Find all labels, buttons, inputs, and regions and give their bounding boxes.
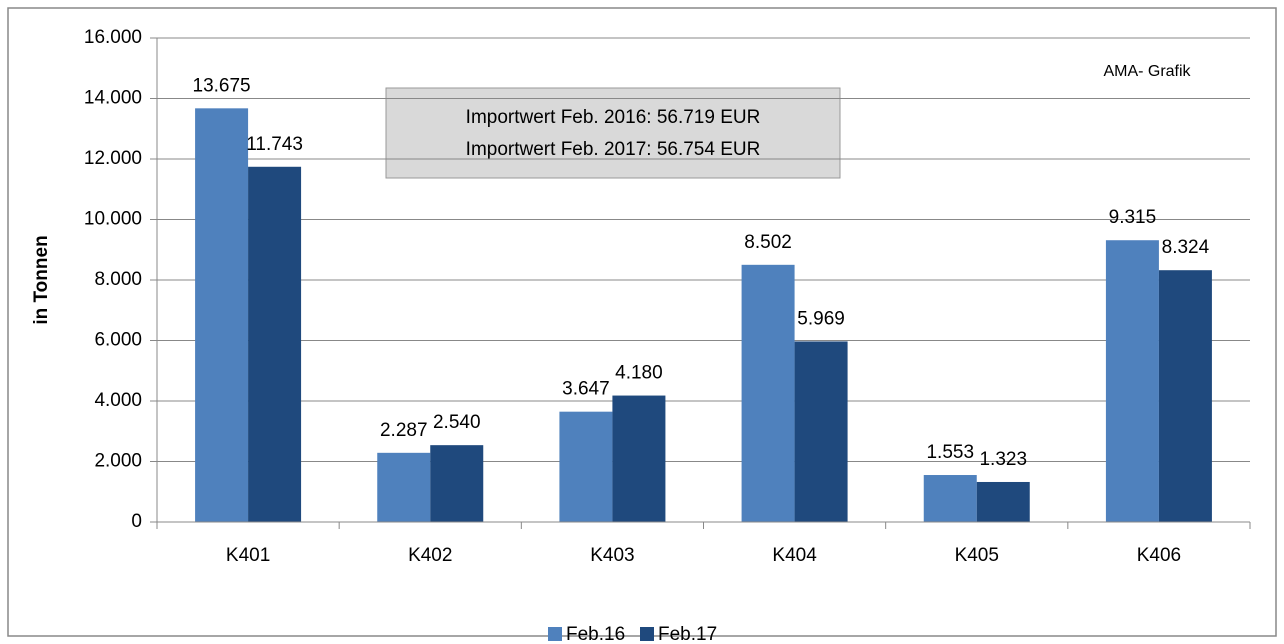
data-label: 5.969 [797,308,845,329]
y-tick-label: 0 [131,511,142,532]
data-label: 3.647 [562,379,610,400]
bar [1158,270,1212,522]
x-tick-label: K406 [1137,545,1181,566]
data-label: 4.180 [615,363,663,384]
annotation: Importwert Feb. 2017: 56.754 EUR [466,139,761,160]
bar [195,108,249,523]
legend-label: Feb.17 [658,624,717,644]
bar [923,475,977,522]
y-axis-label: in Tonnen [31,235,52,324]
y-tick-label: 6.000 [94,330,142,351]
y-tick-label: 16.000 [84,27,142,48]
legend-swatch [640,627,654,641]
y-tick-label: 8.000 [94,269,142,290]
data-label: 2.287 [380,420,428,441]
annotation-box [385,87,841,179]
x-tick-label: K405 [955,545,999,566]
legend-swatch [548,627,562,641]
data-label: 1.553 [926,442,974,463]
x-tick-label: K402 [408,545,452,566]
data-label: 13.675 [193,75,251,96]
bar [559,411,613,522]
legend-label: Feb.16 [566,624,625,644]
y-tick-label: 2.000 [94,451,142,472]
bar [794,341,848,522]
bar [1105,240,1159,522]
y-tick-label: 4.000 [94,390,142,411]
bar [741,264,795,522]
data-label: 8.324 [1162,237,1210,258]
data-label: 8.502 [744,232,792,253]
annotation: AMA- Grafik [1103,63,1191,80]
x-tick-label: K404 [772,545,817,566]
data-label: 1.323 [979,449,1027,470]
x-tick-label: K401 [226,545,270,566]
data-label: 11.743 [246,134,303,155]
data-label: 9.315 [1109,207,1157,228]
bar [976,481,1030,522]
x-tick-label: K403 [590,545,634,566]
annotation: Importwert Feb. 2016: 56.719 EUR [466,107,761,128]
y-tick-label: 12.000 [84,148,142,169]
bar [377,452,431,522]
bar [612,395,666,522]
data-label: 2.540 [433,412,481,433]
y-tick-label: 14.000 [84,88,142,109]
bar [430,445,484,522]
y-tick-label: 10.000 [84,209,142,230]
bar [248,166,302,523]
